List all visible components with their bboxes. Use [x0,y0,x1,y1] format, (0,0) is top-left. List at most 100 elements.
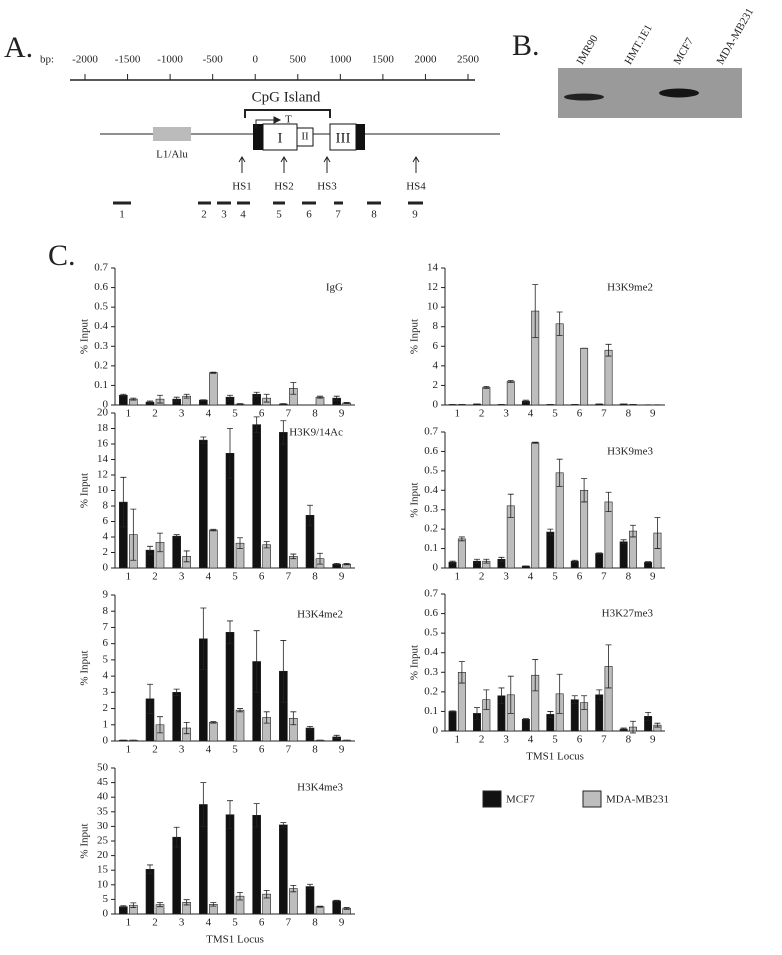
hs-arrow [238,156,246,173]
y-tick-label: 2 [103,546,109,558]
repeat-box [153,127,191,141]
error-bar [458,661,465,684]
exon-coding [253,124,263,150]
panel-label: C. [48,239,76,272]
error-bar [449,710,456,713]
bar [305,886,315,915]
panel-label: A. [4,31,33,64]
scale-tick-label: -2000 [72,54,98,66]
x-tick-label: 2 [152,408,158,420]
bar [604,349,613,406]
error-bar [654,517,661,549]
error-bar [483,558,490,564]
x-tick-label: 8 [312,917,318,929]
x-tick-label: 1 [454,734,460,746]
error-bar [532,284,539,338]
error-bar [333,562,340,566]
error-bar [147,400,153,404]
error-bar [507,493,514,518]
y-tick-label: 4 [103,670,109,682]
x-tick-label: 1 [454,571,460,583]
error-bar [280,640,287,703]
legend-label: MCF7 [506,794,535,806]
bar [279,432,288,569]
exon-label: III [336,130,351,146]
y-axis-label: % Input [79,650,91,685]
y-tick-label: 0.7 [424,588,438,600]
y-axis-label: % Input [79,319,91,354]
error-bar [290,553,297,560]
lane-label: MDA-MB231 [714,6,756,67]
x-tick-label: 3 [179,408,185,420]
error-bar [227,428,233,479]
error-bar [307,726,313,731]
error-bar [210,528,217,532]
error-bar [290,711,297,726]
x-tick-label: 2 [479,571,485,583]
y-tick-label: 40 [97,791,109,803]
error-bar [173,396,180,402]
error-bar [157,716,163,734]
y-tick-label: 0.1 [94,379,108,391]
region-label: 6 [306,209,312,221]
x-tick-label: 3 [503,408,509,420]
error-bar [333,899,340,902]
error-bar [130,397,137,401]
x-tick-label: 6 [577,734,583,746]
x-tick-label: 8 [626,408,632,420]
x-tick-label: 4 [528,734,534,746]
error-bar [547,711,554,718]
y-tick-label: 8 [103,500,109,512]
exon-coding [356,124,365,150]
error-bar [227,394,233,400]
y-tick-label: 9 [103,589,109,601]
x-tick-label: 9 [339,917,345,929]
y-tick-label: 50 [97,762,109,774]
y-tick-label: 0 [433,725,439,737]
error-bar [253,416,260,433]
hs-arrow [412,156,420,173]
error-bar [498,687,505,704]
y-tick-label: 0.5 [94,301,108,313]
error-bar [173,826,180,848]
region-label: 5 [276,209,282,221]
bar [235,709,245,742]
bar [457,538,466,569]
chart-title: H3K9me3 [607,446,653,458]
y-tick-label: 0.4 [424,484,438,496]
x-tick-label: 9 [339,744,345,756]
scale-tick-label: 2000 [414,54,437,66]
blot [558,68,742,118]
x-tick-label: 6 [577,408,583,420]
error-bar [227,620,233,645]
x-tick-label: 9 [650,408,656,420]
error-bar [120,393,127,397]
error-bar [307,883,313,890]
error-bar [200,607,207,671]
region-label: 7 [335,209,341,221]
x-tick-label: 4 [206,917,212,929]
error-bar [307,504,313,526]
error-bar [263,541,270,549]
region-label: 2 [201,209,207,221]
y-tick-label: 0.5 [424,464,438,476]
x-tick-label: 5 [232,744,238,756]
error-bar [449,560,456,564]
y-tick-label: 14 [97,453,109,465]
error-bar [532,659,539,692]
exon-label: II [301,131,309,143]
y-axis-label: % Input [409,645,421,680]
scale-tick-label: 2500 [457,54,480,66]
error-bar [522,718,529,721]
error-bar [474,707,480,720]
x-tick-label: 8 [312,571,318,583]
y-tick-label: 0.3 [94,340,108,352]
x-tick-label: 5 [232,408,238,420]
hs-label: HS4 [406,181,426,193]
chart-title: H3K9/14Ac [289,427,343,439]
y-tick-label: 0.7 [424,426,438,438]
y-tick-label: 0.1 [424,705,438,717]
chart-title: H3K4me3 [297,782,343,794]
x-tick-label: 4 [528,571,534,583]
x-axis-label: TMS1 Locus [526,751,584,763]
